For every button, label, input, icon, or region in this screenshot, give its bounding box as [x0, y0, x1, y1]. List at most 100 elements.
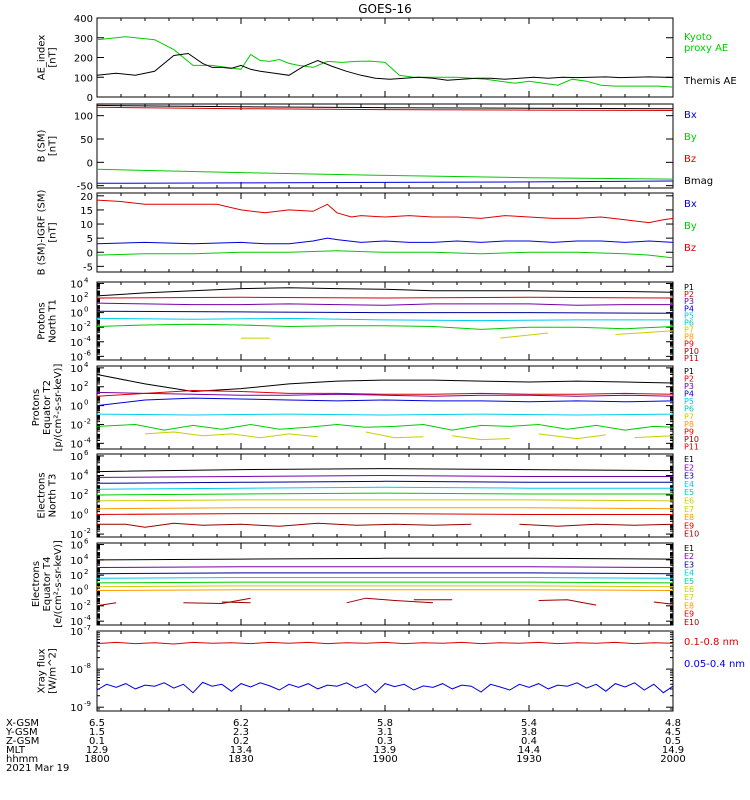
series-line	[96, 566, 674, 568]
series-line	[96, 499, 674, 502]
y-tick-label: 10	[70, 703, 83, 714]
y-tick-label: 10	[70, 511, 83, 522]
series-line	[96, 557, 674, 561]
y-tick-label: 10	[70, 602, 83, 613]
y-tick-exponent: -6	[84, 349, 92, 357]
series-line	[538, 433, 606, 440]
series-line	[96, 106, 674, 111]
y-tick-label: 10	[70, 279, 83, 290]
legend-label: Bz	[684, 243, 696, 254]
series-line	[96, 287, 674, 297]
series-line	[500, 332, 549, 339]
y-tick-label: 10	[70, 665, 83, 676]
series-line	[96, 480, 673, 484]
y-tick-label: 5	[87, 234, 93, 245]
series-line	[96, 585, 674, 588]
legend-label: By	[684, 221, 697, 232]
legend-label: 0.1-0.8 nm	[684, 637, 739, 648]
legend-label: E5	[684, 488, 694, 497]
y-tick-label: 0	[87, 158, 93, 169]
y-axis-label: North T1	[48, 299, 59, 343]
y-tick-label: 10	[70, 364, 83, 375]
y-tick-exponent: 6	[84, 449, 89, 457]
y-tick-label: 10	[70, 294, 83, 305]
series-line	[346, 597, 434, 604]
panel-frame	[96, 365, 674, 450]
y-axis-label: B (SM)	[37, 129, 48, 162]
x-axis-value: 3.8	[521, 727, 537, 738]
x-axis-row-label: MLT	[6, 745, 26, 756]
series-line	[96, 581, 674, 584]
x-axis-value: 1930	[516, 754, 541, 765]
series-line	[96, 180, 674, 184]
x-axis-value: 5.4	[521, 718, 537, 729]
series-line	[96, 572, 674, 575]
series-line	[144, 431, 318, 439]
series-line	[96, 310, 674, 314]
y-tick-label: 10	[70, 452, 83, 463]
legend-label: 0.05-0.4 nm	[684, 659, 745, 670]
y-tick-label: 0	[87, 248, 93, 259]
y-axis-label: B (SM)-IGRF (SM)	[37, 190, 48, 276]
panel-frame	[96, 542, 674, 626]
x-axis-value: 4.5	[665, 727, 681, 738]
x-axis-value: 6.2	[233, 718, 249, 729]
legend-label: P6	[684, 405, 694, 414]
y-axis-label: [W/m^2]	[48, 648, 59, 694]
x-axis-row-label: hhmm	[6, 754, 38, 765]
y-tick-label: 300	[74, 34, 93, 45]
series-line	[538, 599, 597, 606]
series-line	[96, 507, 674, 510]
series-line	[96, 589, 674, 591]
legend-label: P5	[684, 397, 694, 406]
legend-label: P4	[684, 390, 694, 399]
legend-label: E8	[684, 601, 694, 610]
x-axis-value: 1.5	[89, 727, 105, 738]
legend-label: E4	[684, 480, 694, 489]
legend-label: P9	[684, 340, 694, 349]
y-tick-label: 10	[80, 220, 93, 231]
x-axis-value: 0.5	[665, 736, 681, 747]
y-axis-label: [nT]	[48, 136, 59, 156]
y-axis-label: Electrons	[37, 472, 48, 518]
legend-label: E10	[684, 618, 699, 627]
y-tick-label: 10	[70, 323, 83, 334]
y-axis-label: Protons	[31, 389, 42, 426]
series-line	[96, 374, 674, 393]
y-tick-exponent: 4	[84, 553, 89, 561]
y-tick-label: 10	[70, 530, 83, 541]
series-line	[96, 641, 674, 645]
x-axis-row-label: X-GSM	[6, 718, 39, 729]
y-tick-exponent: 2	[84, 488, 88, 496]
series-line	[96, 391, 674, 397]
y-tick-exponent: 0	[84, 306, 88, 314]
series-line	[615, 330, 674, 335]
legend-label: P3	[684, 297, 694, 306]
y-tick-exponent: -2	[84, 527, 91, 535]
plot-title: GOES-16	[358, 2, 412, 16]
x-axis-value: 1800	[84, 754, 109, 765]
y-tick-label: 10	[70, 471, 83, 482]
y-tick-label: 10	[70, 587, 83, 598]
series-line	[96, 296, 674, 299]
series-line	[96, 168, 674, 180]
legend-label: Bx	[684, 199, 697, 210]
legend-label: P7	[684, 326, 694, 335]
y-tick-exponent: -4	[84, 614, 92, 622]
legend-label: P8	[684, 420, 694, 429]
y-tick-exponent: 6	[84, 538, 89, 546]
x-axis-value: 1830	[228, 754, 253, 765]
y-tick-label: 0	[87, 93, 93, 104]
y-tick-label: 10	[70, 627, 83, 638]
y-tick-exponent: -8	[84, 662, 91, 670]
x-axis-value: 2.3	[233, 727, 249, 738]
series-line	[183, 597, 251, 605]
y-axis-label: Protons	[37, 302, 48, 339]
legend-label: Kyoto	[684, 32, 712, 43]
x-axis-value: 5.8	[377, 718, 393, 729]
y-tick-exponent: -4	[84, 335, 92, 343]
series-line	[653, 601, 674, 605]
y-tick-exponent: -9	[84, 700, 91, 708]
legend-label: P1	[684, 367, 694, 376]
series-line	[96, 474, 673, 478]
